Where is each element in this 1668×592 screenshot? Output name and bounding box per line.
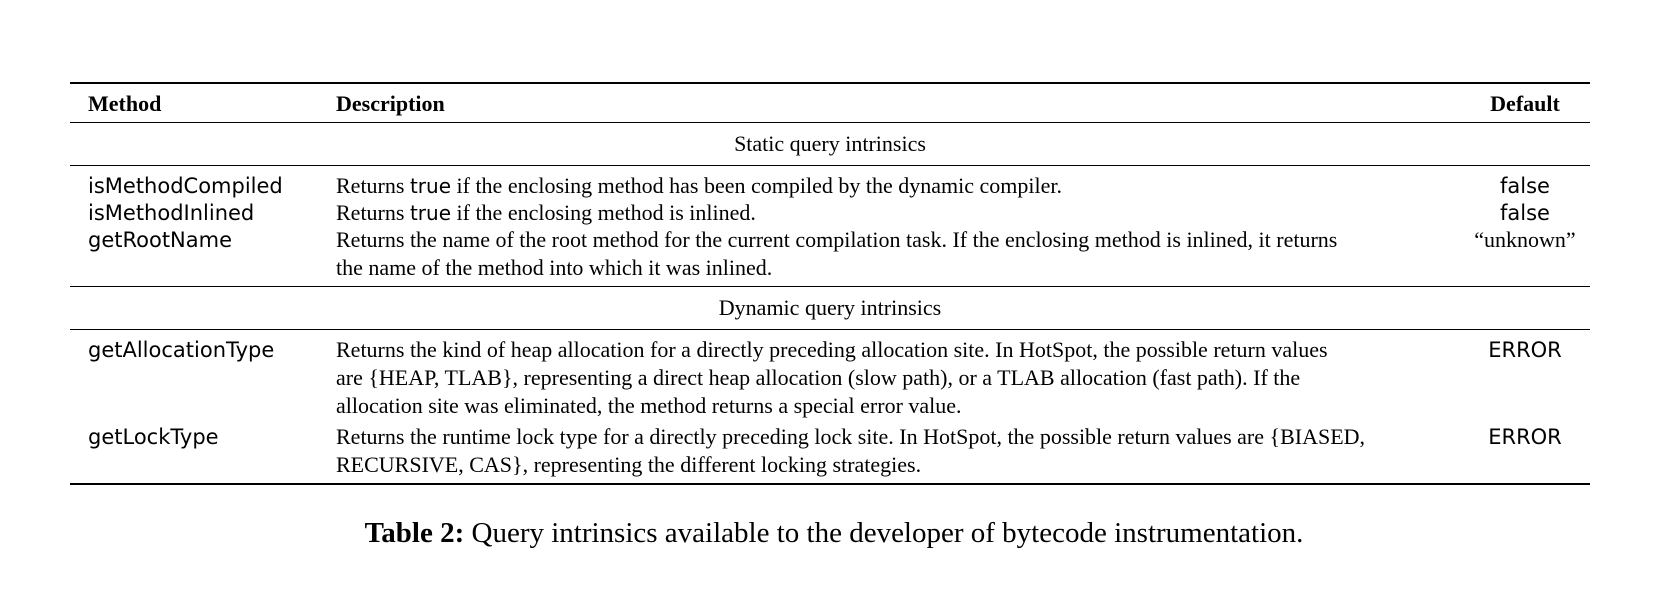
section-rule-static bbox=[70, 165, 1590, 166]
description-line: Returns the name of the root method for … bbox=[336, 227, 1338, 252]
header-default: Default bbox=[1490, 91, 1560, 116]
method-description: Returns true if the enclosing method is … bbox=[336, 199, 1446, 227]
table-top-rule bbox=[70, 82, 1590, 84]
description-text: Returns bbox=[336, 200, 410, 225]
header-rule bbox=[70, 122, 1590, 123]
method-name: getAllocationType bbox=[88, 338, 275, 362]
caption-label: Table 2: bbox=[364, 517, 465, 549]
default-value: “unknown” bbox=[1474, 227, 1576, 252]
query-intrinsics-table: Method Description Default Static query … bbox=[70, 82, 1590, 485]
section-title-static: Static query intrinsics bbox=[734, 131, 926, 156]
default-value: false bbox=[1500, 201, 1550, 225]
header-description: Description bbox=[336, 91, 445, 116]
header-method: Method bbox=[88, 91, 162, 116]
default-value: ERROR bbox=[1488, 338, 1562, 362]
method-name: getRootName bbox=[88, 228, 233, 252]
description-line: allocation site was eliminated, the meth… bbox=[336, 393, 962, 418]
description-line: the name of the method into which it was… bbox=[336, 255, 773, 280]
description-line: are {HEAP, TLAB}, representing a direct … bbox=[336, 365, 1301, 390]
description-line: Returns the runtime lock type for a dire… bbox=[336, 424, 1366, 449]
description-text: if the enclosing method has been compile… bbox=[451, 173, 1062, 198]
table-bottom-rule bbox=[70, 483, 1590, 485]
section-rule-dynamic-top bbox=[70, 286, 1590, 287]
description-text: Returns bbox=[336, 173, 410, 198]
table-row: getAllocationType Returns the kind of he… bbox=[70, 336, 1590, 423]
code-literal: true bbox=[409, 201, 451, 225]
section-title-dynamic: Dynamic query intrinsics bbox=[718, 295, 942, 320]
method-description: Returns the kind of heap allocation for … bbox=[336, 336, 1446, 420]
method-description: Returns the runtime lock type for a dire… bbox=[336, 423, 1446, 479]
method-name: isMethodInlined bbox=[88, 201, 255, 225]
table-row: isMethodInlined Returns true if the encl… bbox=[70, 199, 1590, 226]
method-description: Returns true if the enclosing method has… bbox=[336, 172, 1446, 200]
section-rule-dynamic bbox=[70, 329, 1590, 330]
method-description: Returns the name of the root method for … bbox=[336, 226, 1446, 282]
default-value: false bbox=[1500, 174, 1550, 198]
table-row: getLockType Returns the runtime lock typ… bbox=[70, 423, 1590, 483]
code-literal: true bbox=[409, 174, 451, 198]
method-name: isMethodCompiled bbox=[88, 174, 283, 198]
table-row: isMethodCompiled Returns true if the enc… bbox=[70, 172, 1590, 199]
method-name: getLockType bbox=[88, 425, 219, 449]
table-caption: Table 2: Query intrinsics available to t… bbox=[0, 515, 1668, 551]
table-row: getRootName Returns the name of the root… bbox=[70, 226, 1590, 286]
table-header-row: Method Description Default bbox=[70, 84, 1590, 122]
description-line: Returns the kind of heap allocation for … bbox=[336, 337, 1328, 362]
description-text: if the enclosing method is inlined. bbox=[451, 200, 756, 225]
caption-text: Query intrinsics available to the develo… bbox=[464, 517, 1304, 549]
default-value: ERROR bbox=[1488, 425, 1562, 449]
description-line: RECURSIVE, CAS}, representing the differ… bbox=[336, 452, 922, 477]
